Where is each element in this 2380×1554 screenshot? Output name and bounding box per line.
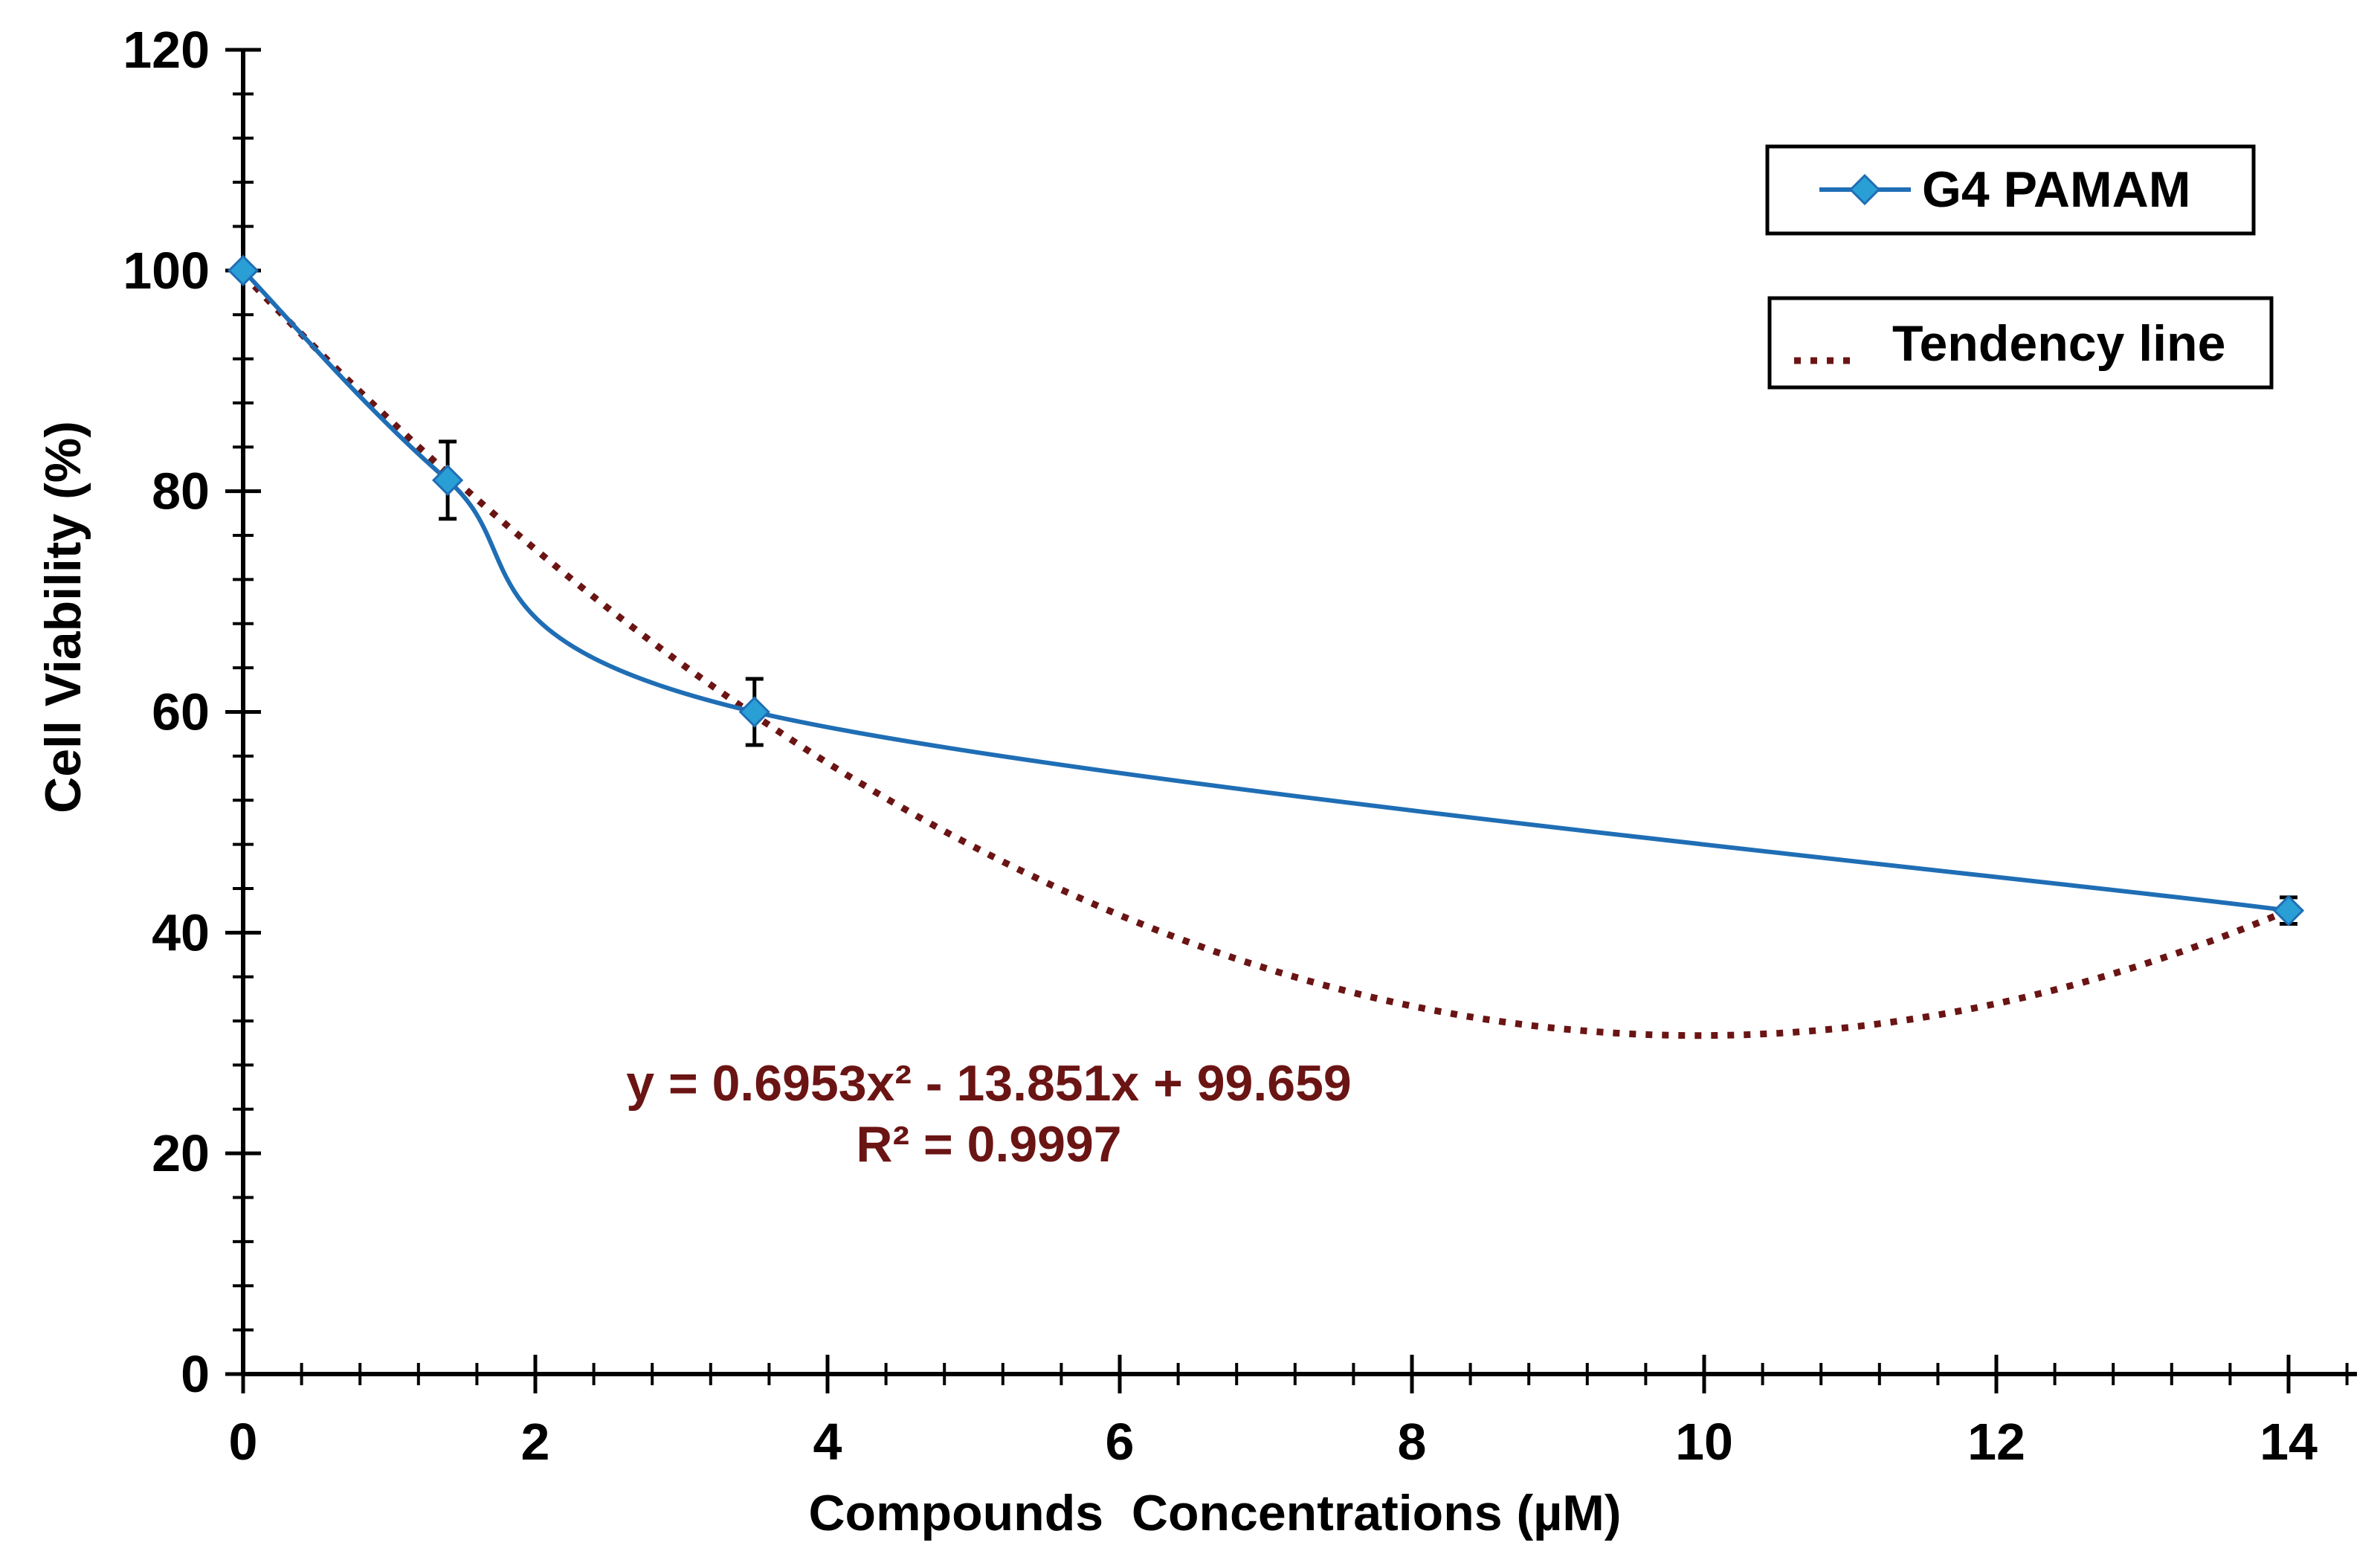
y-tick-label: 100 [123, 242, 210, 300]
equation-label: y = 0.6953x² - 13.851x + 99.659 [626, 1055, 1351, 1112]
data-point-marker [227, 254, 259, 286]
y-tick-label: 60 [152, 683, 210, 741]
y-tick-label: 120 [123, 21, 210, 79]
axes: 0 20 40 60 80 100 120 0 2 4 6 8 10 12 14 [123, 21, 2357, 1471]
y-tick-label: 20 [152, 1124, 210, 1182]
x-tick-label: 4 [813, 1413, 842, 1471]
y-tick-label: 80 [152, 462, 210, 520]
x-tick-label: 12 [1967, 1413, 2025, 1471]
series-line-g4-pamam [241, 268, 2289, 913]
legend-series-marker [1848, 173, 1881, 206]
legend-entry-trendline: Tendency line [1767, 296, 2274, 390]
y-axis-title: Cell Viability (%) [35, 421, 91, 813]
legend-entry-series: G4 PAMAM [1765, 144, 2256, 236]
x-tick-label: 6 [1106, 1413, 1135, 1471]
legend-label-trendline: Tendency line [1892, 315, 2225, 372]
trendline-equation: y = 0.6953x² - 13.851x + 99.659 R² = 0.9… [626, 1055, 1351, 1173]
data-point-marker [738, 696, 770, 728]
r-squared-label: R² = 0.9997 [856, 1116, 1121, 1173]
x-tick-label: 2 [521, 1413, 550, 1471]
trendline-layer [240, 271, 2290, 1039]
trendline-curve [240, 271, 2290, 1039]
legend-label-series: G4 PAMAM [1922, 161, 2190, 218]
x-axis-title: Compounds Concentrations (µM) [808, 1485, 1621, 1541]
y-tick-label: 0 [181, 1345, 210, 1403]
x-tick-label: 0 [229, 1413, 258, 1471]
legend-box-trendline [1767, 296, 2274, 390]
legend: G4 PAMAM Tendency line [1765, 144, 2274, 390]
x-tick-label: 10 [1675, 1413, 1733, 1471]
data-point-marker [431, 464, 464, 496]
y-tick-label: 40 [152, 903, 210, 961]
data-point-marker [2272, 894, 2305, 926]
series-layer [227, 254, 2305, 926]
x-tick-label: 8 [1398, 1413, 1427, 1471]
x-tick-label: 14 [2260, 1413, 2318, 1471]
